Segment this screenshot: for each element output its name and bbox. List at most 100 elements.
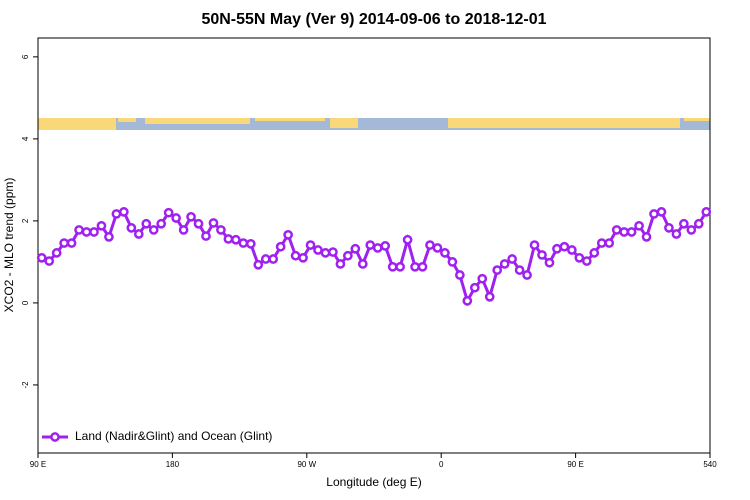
data-point (66, 238, 77, 248)
data-point (253, 259, 264, 270)
data-point (589, 248, 600, 258)
data-point (477, 273, 488, 284)
data-point (514, 265, 525, 275)
data-point (171, 213, 181, 223)
data-point (119, 207, 129, 217)
data-point (567, 245, 577, 255)
data-point (484, 291, 495, 302)
data-point (357, 259, 368, 269)
data-point (664, 223, 674, 233)
data-point (335, 259, 346, 269)
data-point (574, 252, 585, 263)
data-point (634, 220, 644, 231)
y-tick-label: 4 (21, 136, 30, 141)
data-point (365, 240, 376, 250)
data-point (193, 218, 204, 229)
data-point (679, 218, 689, 229)
data-point (268, 254, 279, 264)
data-point (305, 240, 316, 250)
data-point (417, 261, 428, 272)
data-point (216, 225, 226, 235)
data-point (231, 234, 241, 245)
data-point (290, 250, 301, 261)
data-point (126, 223, 137, 233)
data-point (462, 296, 473, 306)
data-point (320, 248, 331, 258)
data-point (596, 238, 607, 248)
data-point (507, 254, 517, 264)
data-point (313, 245, 323, 255)
data-point (201, 231, 211, 241)
data-point (343, 250, 353, 261)
data-point (387, 261, 398, 272)
data-point (163, 207, 174, 218)
data-point (223, 234, 234, 244)
data-point (604, 238, 615, 248)
data-point (81, 227, 92, 237)
data-point (626, 227, 637, 237)
data-point (36, 252, 47, 263)
data-point (156, 218, 167, 229)
data-point (133, 229, 144, 239)
data-point (425, 240, 435, 250)
land-ocean-strip (38, 118, 710, 130)
data-point (275, 241, 286, 252)
data-point (89, 227, 99, 237)
y-tick-label: 0 (21, 300, 30, 305)
data-point (328, 247, 338, 257)
chart-title: 50N-55N May (Ver 9) 2014-09-06 to 2018-1… (201, 11, 546, 28)
data-point (469, 282, 480, 293)
data-point (559, 241, 570, 252)
data-point (693, 218, 704, 229)
x-tick-label: 0 (439, 460, 444, 469)
data-point (544, 257, 555, 268)
data-point (96, 220, 107, 231)
data-point (245, 239, 256, 249)
data-point (186, 211, 196, 222)
data-point (44, 256, 55, 266)
data-point (649, 209, 659, 219)
y-axis-title: XCO2 - MLO trend (ppm) (2, 178, 16, 313)
data-point (283, 229, 293, 240)
data-point (522, 270, 532, 280)
data-point (148, 225, 159, 235)
data-point (208, 218, 219, 228)
data-point (455, 270, 465, 280)
data-point (611, 225, 622, 235)
x-tick-label: 540 (703, 460, 717, 469)
data-point (432, 243, 443, 253)
x-tick-label: 90 W (297, 460, 316, 469)
x-tick-label: 180 (166, 460, 180, 469)
x-tick-label: 90 E (567, 460, 583, 469)
data-point (111, 209, 122, 219)
data-point (499, 259, 510, 269)
data-point (656, 207, 667, 217)
legend-label: Land (Nadir&Glint) and Ocean (Glint) (75, 429, 272, 443)
data-point (447, 257, 458, 267)
data-point (74, 225, 84, 235)
y-tick-label: -2 (21, 381, 30, 389)
data-point (440, 248, 450, 258)
data-point (298, 252, 308, 263)
x-axis-title: Longitude (deg E) (326, 475, 421, 489)
data-point (701, 207, 712, 217)
data-point (395, 261, 405, 272)
data-point (51, 248, 62, 258)
data-point (260, 254, 271, 264)
data-point (238, 238, 249, 248)
data-point (380, 241, 391, 251)
data-point (529, 240, 540, 250)
data-point (410, 261, 420, 272)
data-point (350, 243, 361, 254)
data-point (402, 234, 413, 245)
data-point (619, 227, 629, 237)
legend-marker (50, 432, 60, 442)
data-point (671, 229, 682, 239)
series-line (41, 210, 708, 305)
data-point (104, 232, 114, 242)
plot-frame (37, 37, 711, 454)
data-point (641, 232, 652, 242)
data-point (686, 225, 697, 235)
data-point (141, 218, 152, 229)
